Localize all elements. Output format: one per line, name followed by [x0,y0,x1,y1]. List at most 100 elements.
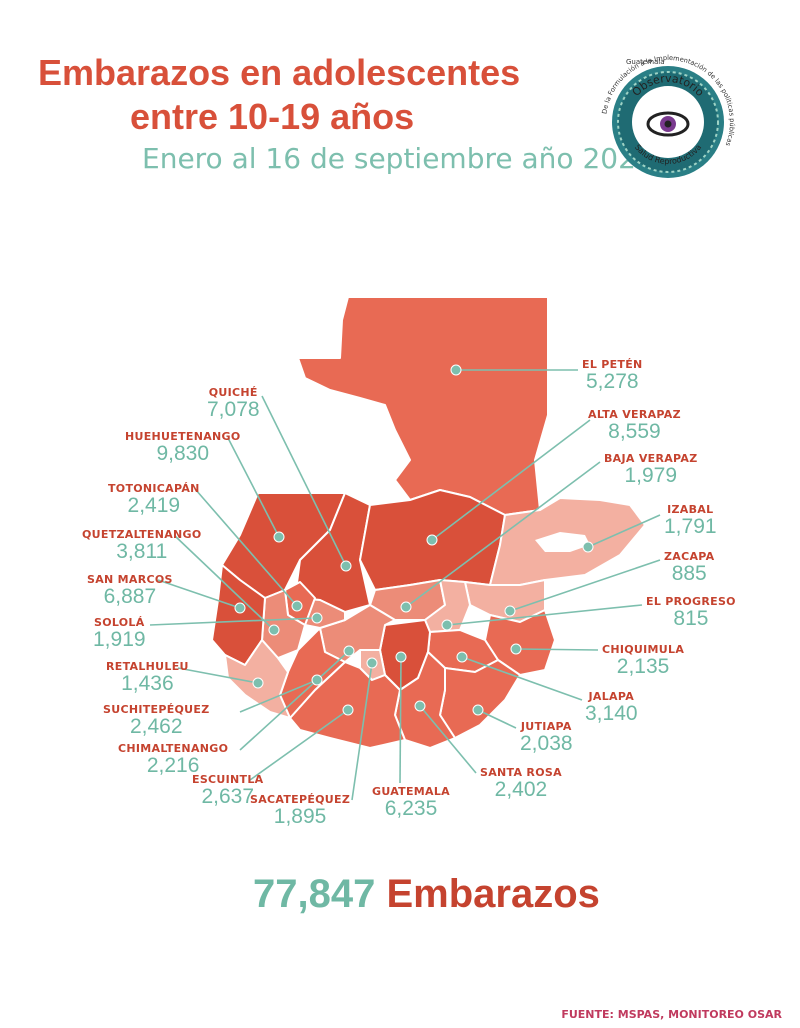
label-quiche: QUICHÉ 7,078 [207,386,260,421]
department-value: 6,887 [103,585,157,608]
marker-jalapa [456,651,468,663]
label-quetzaltenango: QUETZALTENANGO 3,811 [82,528,202,563]
label-totonicapan: TOTONICAPÁN 2,419 [108,482,200,517]
department-name: QUICHÉ [208,386,258,399]
leader-quiche [261,395,347,567]
department-name: EL PETÉN [582,358,643,371]
marker-san-marcos [234,602,246,614]
label-guatemala: GUATEMALA 6,235 [372,785,450,820]
label-izabal: IZABAL 1,791 [664,503,717,538]
label-escuintla: ESCUINTLA 2,637 [192,773,263,808]
observatorio-logo: Observatorio Salud Reproductiva De la Fo… [601,54,736,178]
label-chimaltenango: CHIMALTENANGO 2,216 [118,742,228,777]
marker-suchitepequez [311,674,323,686]
label-santa-rosa: SANTA ROSA 2,402 [480,766,562,801]
label-alta-verapaz: ALTA VERAPAZ 8,559 [588,408,681,443]
leader-huehuetenango [227,437,280,538]
leader-zacapa [509,559,661,612]
marker-huehuetenango [273,531,285,543]
label-el-peten: EL PETÉN 5,278 [582,358,643,393]
title-line-2: entre 10-19 años [130,96,415,137]
department-name: SAN MARCOS [87,573,173,586]
department-value: 2,402 [494,778,548,801]
department-value: 2,637 [201,785,255,808]
marker-chimaltenango [343,645,355,657]
region-el-peten [297,296,549,516]
marker-escuintla [342,704,354,716]
marker-santa-rosa [414,700,426,712]
department-name: ALTA VERAPAZ [588,408,681,421]
department-value: 2,462 [129,715,183,738]
department-value: 5,278 [586,370,639,393]
leader-sacatepequez [351,662,373,801]
department-name: EL PROGRESO [646,595,736,608]
label-retalhuleu: RETALHULEU 1,436 [106,660,189,695]
leader-santa-rosa [419,705,477,774]
marker-baja-verapaz [400,601,412,613]
marker-chiquimula [510,643,522,655]
marker-el-progreso [441,619,453,631]
leader-guatemala [399,656,402,784]
label-san-marcos: SAN MARCOS 6,887 [87,573,173,608]
department-value: 2,419 [127,494,181,517]
leader-jalapa [461,656,583,701]
total-pregnancies: 77,847 Embarazos [253,872,600,917]
label-zacapa: ZACAPA 885 [664,550,714,585]
leader-chiquimula [515,648,599,651]
department-name: TOTONICAPÁN [108,482,200,495]
department-name: SANTA ROSA [480,766,562,779]
department-name: CHIQUIMULA [602,643,685,656]
marker-izabal [582,541,594,553]
department-name: CHIMALTENANGO [118,742,229,755]
marker-totonicapan [291,600,303,612]
leader-alta-verapaz [431,419,591,541]
label-sacatepequez: SACATEPÉQUEZ 1,895 [250,793,350,828]
leader-suchitepequez [239,679,318,713]
label-chiquimula: CHIQUIMULA 2,135 [602,643,684,678]
department-value: 3,140 [585,702,638,725]
department-value: 7,078 [207,398,260,421]
department-name: RETALHULEU [106,660,189,673]
region-jutiapa [439,659,521,739]
department-name: HUEHUETENANGO [125,430,241,443]
marker-sacatepequez [366,657,378,669]
department-value: 1,436 [121,672,174,695]
label-huehuetenango: HUEHUETENANGO 9,830 [125,430,241,465]
marker-alta-verapaz [426,534,438,546]
department-value: 9,830 [156,442,210,465]
label-el-progreso: EL PROGRESO 815 [646,595,736,630]
marker-retalhuleu [252,677,264,689]
department-value: 1,979 [624,464,678,487]
label-jalapa: JALAPA 3,140 [585,690,638,725]
lake-izabal [535,532,590,552]
total-number: 77,847 [253,872,376,916]
marker-quetzaltenango [268,624,280,636]
department-name: ESCUINTLA [192,773,264,786]
label-jutiapa: JUTIAPA 2,038 [520,720,573,755]
marker-guatemala [395,651,407,663]
department-value: 3,811 [116,540,168,563]
department-name: SUCHITEPÉQUEZ [103,703,210,716]
source-note: FUENTE: MSPAS, MONITOREO OSAR [561,1008,782,1021]
marker-el-peten [450,364,462,376]
label-suchitepequez: SUCHITEPÉQUEZ 2,462 [103,703,210,738]
leader-chimaltenango [239,650,350,751]
subtitle: Enero al 16 de septiembre año 2020 [142,142,654,175]
leader-totonicapan [195,489,298,607]
leader-el-progreso [446,604,643,626]
marker-jutiapa [472,704,484,716]
label-solola: SOLOLÁ 1,919 [93,616,146,651]
department-name: JALAPA [588,690,635,703]
department-name: GUATEMALA [372,785,450,798]
department-name: QUETZALTENANGO [82,528,202,541]
department-value: 885 [671,562,707,585]
marker-solola [311,612,323,624]
department-value: 1,919 [93,628,146,651]
label-baja-verapaz: BAJA VERAPAZ 1,979 [604,452,698,487]
department-name: JUTIAPA [520,720,572,733]
department-value: 1,895 [273,805,327,828]
department-value: 6,235 [384,797,438,820]
leader-san-marcos [157,579,241,609]
total-label: Embarazos [386,872,600,916]
